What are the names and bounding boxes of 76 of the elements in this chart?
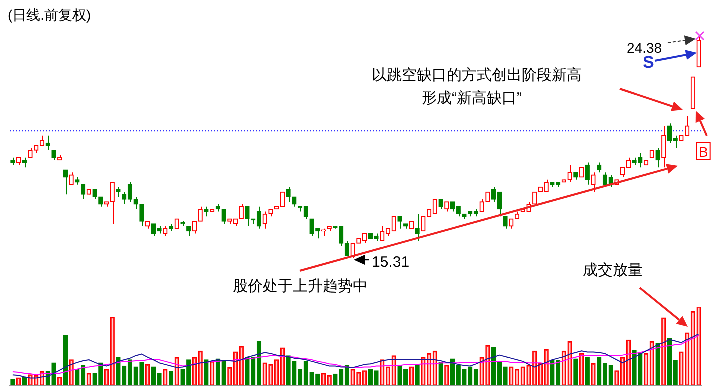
candlestick	[140, 204, 144, 227]
candlestick	[339, 226, 344, 247]
annotation: B	[699, 144, 708, 160]
chart-title: (日线.前复权)	[8, 7, 92, 23]
candlestick	[98, 196, 104, 208]
candlestick	[503, 216, 508, 230]
bar	[180, 369, 186, 386]
candlestick	[509, 218, 514, 230]
candlestick	[52, 150, 56, 161]
candlestick	[163, 226, 168, 237]
bar	[404, 369, 408, 386]
candlestick	[204, 206, 209, 218]
bar	[63, 335, 68, 386]
candlestick	[239, 204, 244, 220]
bar	[245, 357, 250, 386]
bar	[310, 372, 314, 386]
candlestick	[350, 243, 356, 258]
bar	[585, 357, 590, 386]
candlestick	[198, 206, 203, 222]
candlestick	[92, 189, 98, 200]
text: 股价处于上升趋势中	[233, 278, 368, 295]
candlestick	[63, 170, 68, 196]
candlestick	[597, 162, 602, 174]
candlestick	[662, 126, 666, 168]
bar	[186, 360, 192, 386]
candlestick	[415, 214, 420, 242]
bar	[398, 365, 402, 386]
bar	[92, 373, 98, 386]
bar	[415, 365, 420, 386]
bar	[316, 374, 320, 386]
bar	[462, 369, 467, 386]
candlestick	[344, 240, 350, 256]
candlestick	[579, 167, 584, 178]
candlestick	[685, 116, 690, 136]
bar	[168, 371, 174, 386]
bar	[632, 350, 637, 386]
candlestick	[656, 148, 660, 168]
candlestick	[134, 196, 138, 210]
candlestick	[110, 182, 115, 224]
candlestick	[69, 172, 74, 186]
annotation: 以跳空缺口的方式创出阶段新高	[372, 67, 582, 84]
bar	[656, 343, 660, 386]
candlestick	[28, 148, 33, 158]
candlestick	[80, 184, 86, 200]
candlestick	[438, 199, 444, 210]
bar	[204, 360, 209, 386]
bar	[286, 356, 291, 386]
annotation: 24.38	[627, 40, 662, 56]
annotation: 形成“新高缺口”	[422, 90, 522, 107]
bar	[52, 362, 56, 386]
candlestick	[292, 196, 297, 208]
candlestick	[638, 152, 643, 168]
candlestick	[310, 218, 314, 237]
candlestick	[116, 186, 121, 198]
bar	[438, 362, 444, 386]
candlestick	[568, 164, 572, 183]
candlestick	[192, 221, 198, 234]
bar	[116, 357, 121, 386]
candlestick	[486, 192, 490, 202]
text: 成交放量	[583, 262, 643, 279]
bar	[638, 353, 643, 386]
candlestick	[585, 162, 590, 186]
bar	[574, 358, 578, 386]
bar	[368, 369, 373, 386]
bar	[374, 370, 379, 386]
candlestick	[480, 199, 484, 212]
candlestick	[262, 211, 268, 230]
annotation: 15.31	[372, 254, 410, 271]
candlestick	[591, 172, 596, 193]
candlestick	[398, 216, 402, 230]
candlestick	[286, 186, 291, 202]
annotation: S	[643, 53, 654, 72]
bar	[333, 374, 338, 386]
bar	[22, 376, 27, 386]
bar	[140, 362, 144, 386]
candlestick	[245, 206, 250, 227]
